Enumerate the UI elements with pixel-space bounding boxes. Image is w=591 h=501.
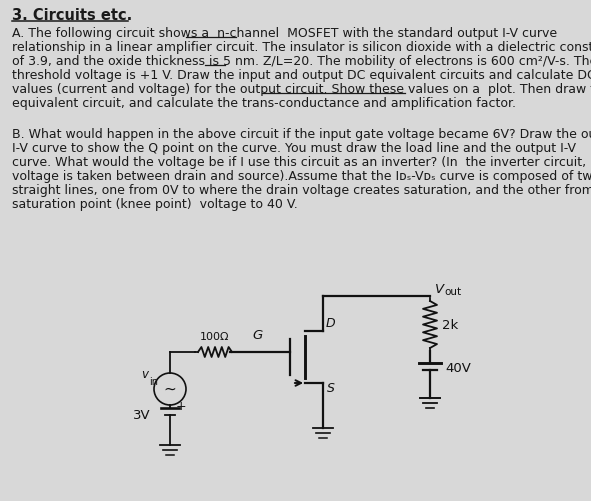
Text: 3. Circuits etc.: 3. Circuits etc. xyxy=(12,8,132,23)
Text: ~: ~ xyxy=(164,381,176,396)
Text: in: in xyxy=(150,376,158,386)
Text: A. The following circuit shows a  n-channel  MOSFET with the standard output I-V: A. The following circuit shows a n-chann… xyxy=(12,27,557,40)
Text: D: D xyxy=(326,316,336,329)
Text: straight lines, one from 0V to where the drain voltage creates saturation, and t: straight lines, one from 0V to where the… xyxy=(12,183,591,196)
Text: threshold voltage is +1 V. Draw the input and output DC equivalent circuits and : threshold voltage is +1 V. Draw the inpu… xyxy=(12,69,591,82)
Text: relationship in a linear amplifier circuit. The insulator is silicon dioxide wit: relationship in a linear amplifier circu… xyxy=(12,41,591,54)
Text: of 3.9, and the oxide thickness is 5 nm. Z/L=20. The mobility of electrons is 60: of 3.9, and the oxide thickness is 5 nm.… xyxy=(12,55,591,68)
Text: B. What would happen in the above circuit if the input gate voltage became 6V? D: B. What would happen in the above circui… xyxy=(12,128,591,140)
Text: voltage is taken between drain and source).Assume that the Iᴅₛ-Vᴅₛ curve is comp: voltage is taken between drain and sourc… xyxy=(12,169,591,182)
Text: out: out xyxy=(444,287,461,297)
Text: values (current and voltage) for the output circuit. Show these values on a  plo: values (current and voltage) for the out… xyxy=(12,83,591,96)
Text: 3V: 3V xyxy=(133,408,151,421)
Text: v: v xyxy=(141,367,148,380)
Text: equivalent circuit, and calculate the trans-conductance and amplification factor: equivalent circuit, and calculate the tr… xyxy=(12,97,516,110)
Text: 40V: 40V xyxy=(445,362,471,375)
Text: S: S xyxy=(327,381,335,394)
Text: G: G xyxy=(253,328,263,341)
Text: curve. What would the voltage be if I use this circuit as an inverter? (In  the : curve. What would the voltage be if I us… xyxy=(12,155,586,168)
Text: saturation point (knee point)  voltage to 40 V.: saturation point (knee point) voltage to… xyxy=(12,197,298,210)
Text: V: V xyxy=(435,283,444,296)
Text: 2k: 2k xyxy=(442,318,458,331)
Text: I-V curve to show the Q point on the curve. You must draw the load line and the : I-V curve to show the Q point on the cur… xyxy=(12,141,576,154)
Text: 100Ω: 100Ω xyxy=(200,331,230,341)
Text: +: + xyxy=(176,400,187,413)
